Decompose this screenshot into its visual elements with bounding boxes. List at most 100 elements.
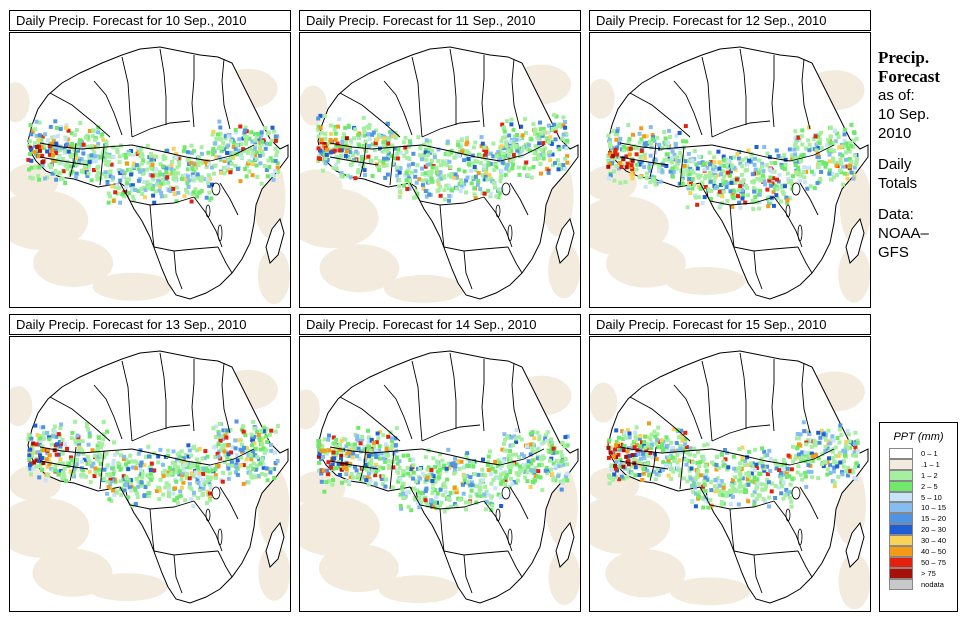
rain-cell bbox=[851, 470, 856, 475]
rain-cell bbox=[117, 186, 122, 191]
rain-cell bbox=[462, 477, 467, 482]
rain-cell bbox=[809, 469, 814, 474]
country-border bbox=[773, 196, 803, 248]
rain-cell bbox=[655, 432, 660, 437]
rain-cell bbox=[71, 152, 76, 157]
lake-outline bbox=[797, 528, 803, 546]
rain-cell bbox=[341, 136, 346, 140]
rain-cell bbox=[812, 186, 817, 191]
rain-cell bbox=[649, 432, 654, 437]
rain-cell bbox=[383, 175, 388, 180]
rain-cell bbox=[206, 161, 211, 166]
rain-cell bbox=[140, 192, 145, 196]
rain-cell bbox=[803, 180, 808, 185]
country-border bbox=[711, 120, 771, 138]
rain-cell bbox=[247, 136, 252, 141]
rain-cell bbox=[768, 167, 773, 172]
rain-cell bbox=[387, 463, 392, 468]
rain-cell bbox=[74, 171, 79, 176]
rain-cell bbox=[322, 114, 327, 118]
rain-cell bbox=[108, 482, 113, 487]
rain-cell bbox=[744, 489, 748, 494]
rain-cell bbox=[634, 167, 639, 172]
rain-cell bbox=[148, 465, 153, 470]
rain-cell bbox=[402, 140, 406, 145]
rain-cell bbox=[221, 165, 226, 170]
rain-cell bbox=[344, 472, 349, 477]
rain-cell bbox=[733, 475, 738, 480]
rain-cell bbox=[406, 471, 411, 476]
rain-cell bbox=[220, 479, 225, 484]
rain-cell bbox=[531, 165, 536, 170]
rain-cell bbox=[149, 461, 154, 466]
rain-cell bbox=[243, 149, 248, 153]
rain-cell bbox=[762, 468, 767, 473]
rain-cell bbox=[235, 458, 240, 463]
rain-cell bbox=[740, 455, 745, 460]
legend-row: 30 – 40 bbox=[889, 535, 957, 547]
rain-cell bbox=[561, 478, 566, 483]
heavy-rain-cell bbox=[632, 445, 637, 450]
rain-cell bbox=[750, 172, 755, 177]
rain-cell bbox=[406, 453, 410, 458]
rain-cell bbox=[623, 180, 628, 185]
rain-cell bbox=[340, 480, 344, 485]
rain-cell bbox=[33, 423, 38, 428]
rain-cell bbox=[437, 463, 441, 468]
rain-cell bbox=[77, 158, 82, 163]
rain-cell bbox=[773, 187, 778, 192]
rain-cell bbox=[201, 486, 206, 491]
rain-cell bbox=[642, 156, 647, 160]
rain-cell bbox=[417, 490, 422, 495]
rain-cell bbox=[724, 493, 729, 498]
rain-cell bbox=[436, 147, 441, 152]
rain-cell bbox=[170, 170, 175, 175]
rain-cell bbox=[53, 159, 58, 163]
rain-cell bbox=[331, 453, 336, 458]
rain-cell bbox=[181, 468, 186, 473]
rain-cell bbox=[174, 152, 179, 156]
rain-cell bbox=[259, 181, 264, 186]
rain-cell bbox=[164, 166, 169, 171]
rain-cell bbox=[801, 420, 806, 425]
rain-cell bbox=[661, 467, 665, 472]
rain-cell bbox=[104, 139, 109, 144]
rain-cell bbox=[524, 160, 529, 165]
rain-cell bbox=[607, 475, 612, 480]
rain-cell bbox=[76, 439, 81, 444]
rain-cell bbox=[337, 117, 342, 122]
rain-cell bbox=[425, 475, 430, 480]
country-border bbox=[329, 446, 423, 454]
rain-cell bbox=[657, 468, 662, 473]
rain-cell bbox=[181, 173, 186, 178]
rain-cell bbox=[336, 155, 341, 160]
lake-outline bbox=[217, 528, 223, 546]
rain-cell bbox=[808, 455, 813, 459]
rain-cell bbox=[118, 200, 123, 205]
rain-cell bbox=[215, 132, 220, 137]
rain-cell bbox=[99, 445, 104, 450]
rain-cell bbox=[737, 466, 742, 470]
rain-cell bbox=[818, 177, 823, 181]
rain-cell bbox=[480, 141, 485, 146]
rain-cell bbox=[360, 159, 364, 164]
rain-cell bbox=[517, 172, 522, 177]
madagascar-island bbox=[845, 521, 865, 568]
rain-cell bbox=[765, 187, 770, 192]
rain-cell bbox=[172, 498, 177, 503]
country-border bbox=[509, 182, 529, 216]
rain-cell bbox=[738, 205, 743, 210]
rain-cell bbox=[273, 138, 278, 143]
rain-cell bbox=[174, 185, 179, 190]
rain-cell bbox=[195, 448, 200, 453]
heavy-rain-cell bbox=[626, 462, 631, 467]
rain-cell bbox=[655, 466, 660, 471]
rain-cell bbox=[440, 162, 445, 167]
rain-cell bbox=[607, 138, 612, 142]
rain-cell bbox=[197, 190, 202, 195]
rain-cell bbox=[514, 428, 519, 433]
rain-cell bbox=[387, 137, 392, 142]
rain-cell bbox=[431, 505, 436, 510]
rain-cell bbox=[458, 145, 463, 150]
rain-cell bbox=[560, 136, 565, 141]
